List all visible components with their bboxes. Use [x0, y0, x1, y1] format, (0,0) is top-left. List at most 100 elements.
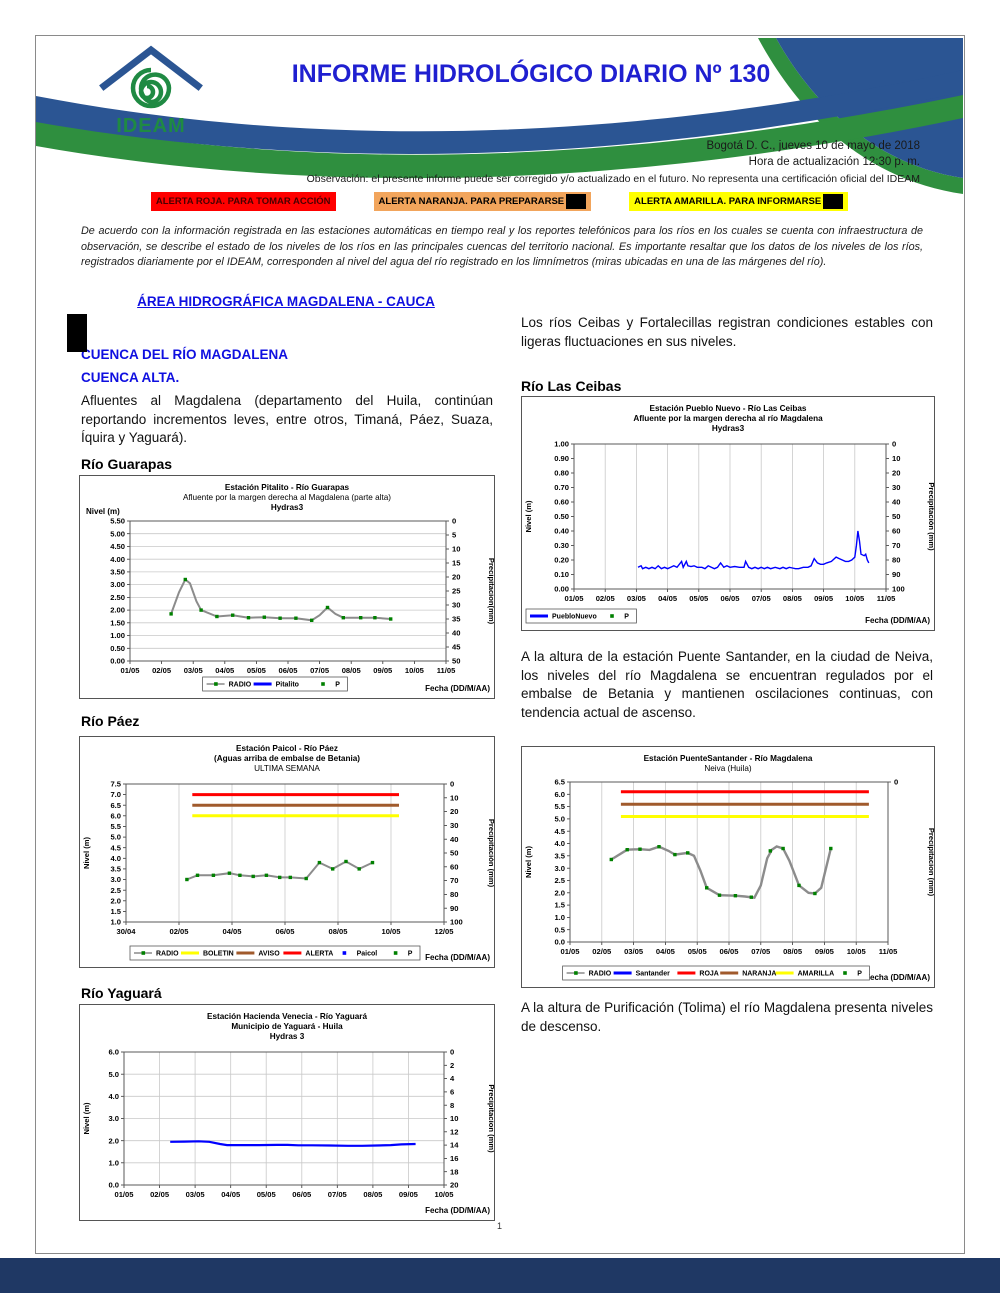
svg-text:4.50: 4.50	[110, 542, 125, 551]
svg-text:08/05: 08/05	[363, 1190, 383, 1199]
svg-text:AVISO: AVISO	[258, 951, 280, 958]
alert-naranja-label: ALERTA NARANJA. PARA PREPARARSE	[378, 195, 565, 207]
svg-text:3.0: 3.0	[554, 864, 565, 873]
subsection-cuenca-magdalena: CUENCA DEL RÍO MAGDALENA	[81, 347, 289, 362]
page-number: 1	[496, 1221, 502, 1231]
svg-text:11/05: 11/05	[879, 947, 898, 956]
svg-text:Precipitación (mm): Precipitación (mm)	[927, 482, 934, 551]
report-page: IDEAM INFORME HIDROLÓGICO DIARIO Nº 130 …	[35, 35, 965, 1254]
swoosh-right-green	[758, 38, 963, 194]
svg-text:Afluente por la margen derecha: Afluente por la margen derecha al Magdal…	[183, 493, 391, 502]
chart-rio-yaguara: Estación Hacienda Venecia - Río Yaguará M…	[79, 1004, 496, 1221]
svg-text:5: 5	[452, 531, 457, 540]
svg-text:0.20: 0.20	[554, 556, 569, 565]
svg-text:3.50: 3.50	[110, 568, 125, 577]
svg-text:Precipitacion (mm): Precipitacion (mm)	[487, 1084, 494, 1153]
svg-text:07/05: 07/05	[328, 1190, 348, 1199]
svg-text:4.5: 4.5	[110, 843, 121, 852]
svg-text:2.00: 2.00	[110, 606, 125, 615]
redaction-box	[67, 314, 87, 352]
svg-text:1.5: 1.5	[110, 907, 121, 916]
svg-text:0.60: 0.60	[554, 498, 569, 507]
svg-text:5.50: 5.50	[110, 517, 125, 526]
svg-text:Pitalito: Pitalito	[276, 682, 299, 689]
svg-text:45: 45	[452, 643, 461, 652]
svg-text:Fecha (DD/M/AA): Fecha (DD/M/AA)	[425, 1206, 490, 1215]
report-title: INFORME HIDROLÓGICO DIARIO Nº 130	[291, 60, 771, 88]
svg-text:3.00: 3.00	[110, 580, 125, 589]
svg-text:4.0: 4.0	[108, 1092, 119, 1101]
svg-text:09/05: 09/05	[373, 666, 393, 675]
svg-text:10/05: 10/05	[434, 1190, 454, 1199]
svg-text:100: 100	[450, 918, 463, 927]
ideam-logo: IDEAM	[76, 42, 236, 142]
svg-text:0: 0	[892, 440, 896, 449]
purificacion-paragraph: A la altura de Purificación (Tolima) el …	[521, 1000, 933, 1034]
svg-text:0: 0	[452, 517, 456, 526]
svg-text:04/05: 04/05	[221, 1190, 241, 1199]
svg-text:5.5: 5.5	[110, 822, 121, 831]
afluentes-paragraph: Afluentes al Magdalena (departamento del…	[81, 393, 493, 446]
redaction-box	[823, 194, 844, 209]
update-time-line: Hora de actualización 12:30 p. m.	[748, 156, 920, 168]
svg-text:0.00: 0.00	[554, 585, 569, 594]
svg-text:0.10: 0.10	[554, 570, 569, 579]
svg-text:0: 0	[450, 780, 454, 789]
svg-text:18: 18	[450, 1167, 458, 1176]
svg-text:07/05: 07/05	[310, 666, 330, 675]
svg-text:1.0: 1.0	[110, 918, 121, 927]
svg-text:2.5: 2.5	[110, 886, 121, 895]
svg-text:0.90: 0.90	[554, 454, 569, 463]
svg-text:Nivel (m): Nivel (m)	[524, 500, 533, 533]
svg-text:Nivel (m): Nivel (m)	[82, 836, 91, 869]
svg-text:03/05: 03/05	[627, 594, 647, 603]
svg-text:02/05: 02/05	[592, 947, 612, 956]
svg-text:P: P	[624, 614, 629, 621]
svg-text:2.5: 2.5	[554, 876, 565, 885]
svg-text:Neiva (Huila): Neiva (Huila)	[704, 764, 752, 773]
svg-text:1.50: 1.50	[110, 618, 125, 627]
heading-rio-las-ceibas: Río Las Ceibas	[521, 378, 622, 394]
svg-text:100: 100	[892, 585, 905, 594]
svg-text:0.30: 0.30	[554, 541, 569, 550]
logo-roof-icon	[99, 45, 203, 91]
svg-text:02/05: 02/05	[169, 927, 189, 936]
svg-text:ROJA: ROJA	[699, 971, 718, 978]
svg-text:P: P	[857, 971, 862, 978]
svg-text:Nivel (m): Nivel (m)	[524, 845, 533, 878]
svg-text:06/05: 06/05	[292, 1190, 312, 1199]
svg-text:PuebloNuevo: PuebloNuevo	[552, 614, 597, 621]
svg-text:80: 80	[450, 890, 458, 899]
svg-text:15: 15	[452, 559, 461, 568]
svg-text:04/05: 04/05	[656, 947, 676, 956]
header-swoosh-graphic	[36, 38, 963, 194]
redaction-box	[566, 194, 587, 209]
svg-text:50: 50	[892, 512, 900, 521]
svg-text:2.0: 2.0	[110, 896, 121, 905]
svg-text:0: 0	[450, 1048, 454, 1057]
svg-text:14: 14	[450, 1141, 459, 1150]
svg-text:8: 8	[450, 1101, 454, 1110]
date-line: Bogotá D. C., jueves 10 de mayo de 2018	[706, 140, 920, 152]
svg-text:09/05: 09/05	[814, 594, 834, 603]
svg-text:10/05: 10/05	[405, 666, 425, 675]
svg-text:09/05: 09/05	[815, 947, 835, 956]
intro-paragraph: De acuerdo con la información registrada…	[81, 225, 923, 269]
svg-text:40: 40	[450, 835, 458, 844]
svg-text:10: 10	[450, 1114, 458, 1123]
svg-text:08/05: 08/05	[328, 927, 348, 936]
svg-text:4.0: 4.0	[554, 839, 565, 848]
svg-text:06/05: 06/05	[278, 666, 298, 675]
alert-amarilla-badge: ALERTA AMARILLA. PARA INFORMARSE	[629, 192, 849, 211]
svg-text:10/05: 10/05	[381, 927, 401, 936]
svg-text:35: 35	[452, 615, 461, 624]
svg-text:1.00: 1.00	[110, 631, 125, 640]
svg-text:50: 50	[452, 657, 460, 666]
svg-text:Precipitacion (mm): Precipitacion (mm)	[927, 828, 934, 897]
alert-naranja-badge: ALERTA NARANJA. PARA PREPARARSE	[373, 192, 592, 211]
chart-rio-paez: Estación Paicol - Río Páez (Aguas arriba …	[79, 736, 496, 968]
svg-text:ULTIMA SEMANA: ULTIMA SEMANA	[254, 764, 320, 773]
svg-text:11/05: 11/05	[437, 666, 456, 675]
svg-text:6.0: 6.0	[110, 811, 121, 820]
svg-text:06/05: 06/05	[275, 927, 295, 936]
